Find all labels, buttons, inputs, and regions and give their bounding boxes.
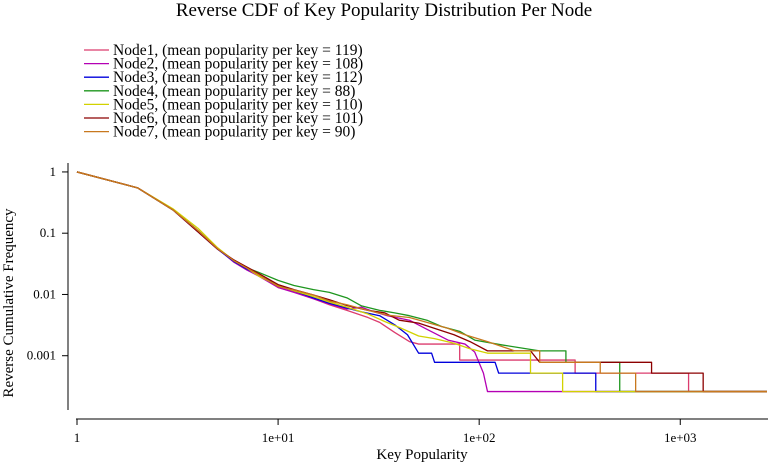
legend-label-node7: Node7, (mean popularity per key = 90) <box>113 124 355 141</box>
x-tick-label: 1e+01 <box>262 430 295 445</box>
legend-label-node6: Node6, (mean popularity per key = 101) <box>113 110 363 127</box>
y-tick-label: 0.01 <box>33 286 56 301</box>
legend-label-node3: Node3, (mean popularity per key = 112) <box>113 69 363 86</box>
series-lines <box>76 171 767 393</box>
legend-label-node2: Node2, (mean popularity per key = 108) <box>113 56 363 73</box>
series-line-node7 <box>76 171 767 393</box>
series-line-node2 <box>76 171 767 393</box>
y-axis-ticks: 1 0.1 0.01 0.001 <box>27 164 68 363</box>
y-axis-label: Reverse Cumulative Frequency <box>1 208 17 398</box>
series-line-node5 <box>76 171 767 393</box>
x-tick-label: 1e+03 <box>664 430 697 445</box>
legend-label-node1: Node1, (mean popularity per key = 119) <box>113 42 363 59</box>
series-line-node4 <box>76 171 767 393</box>
legend: Node1, (mean popularity per key = 119)No… <box>84 42 363 141</box>
series-line-node1 <box>76 171 767 393</box>
y-tick-label: 0.001 <box>27 348 56 363</box>
x-tick-label: 1e+02 <box>463 430 496 445</box>
x-axis-label: Key Popularity <box>376 447 468 463</box>
legend-label-node5: Node5, (mean popularity per key = 110) <box>113 96 363 113</box>
series-line-node6 <box>76 171 767 393</box>
y-tick-label: 1 <box>50 164 57 179</box>
legend-label-node4: Node4, (mean popularity per key = 88) <box>113 83 355 100</box>
series-line-node3 <box>76 171 767 393</box>
x-tick-label: 1 <box>74 430 81 445</box>
x-axis-ticks: 1 1e+01 1e+02 1e+03 <box>74 419 697 445</box>
chart-title: Reverse CDF of Key Popularity Distributi… <box>176 0 592 21</box>
y-tick-label: 0.1 <box>40 225 56 240</box>
